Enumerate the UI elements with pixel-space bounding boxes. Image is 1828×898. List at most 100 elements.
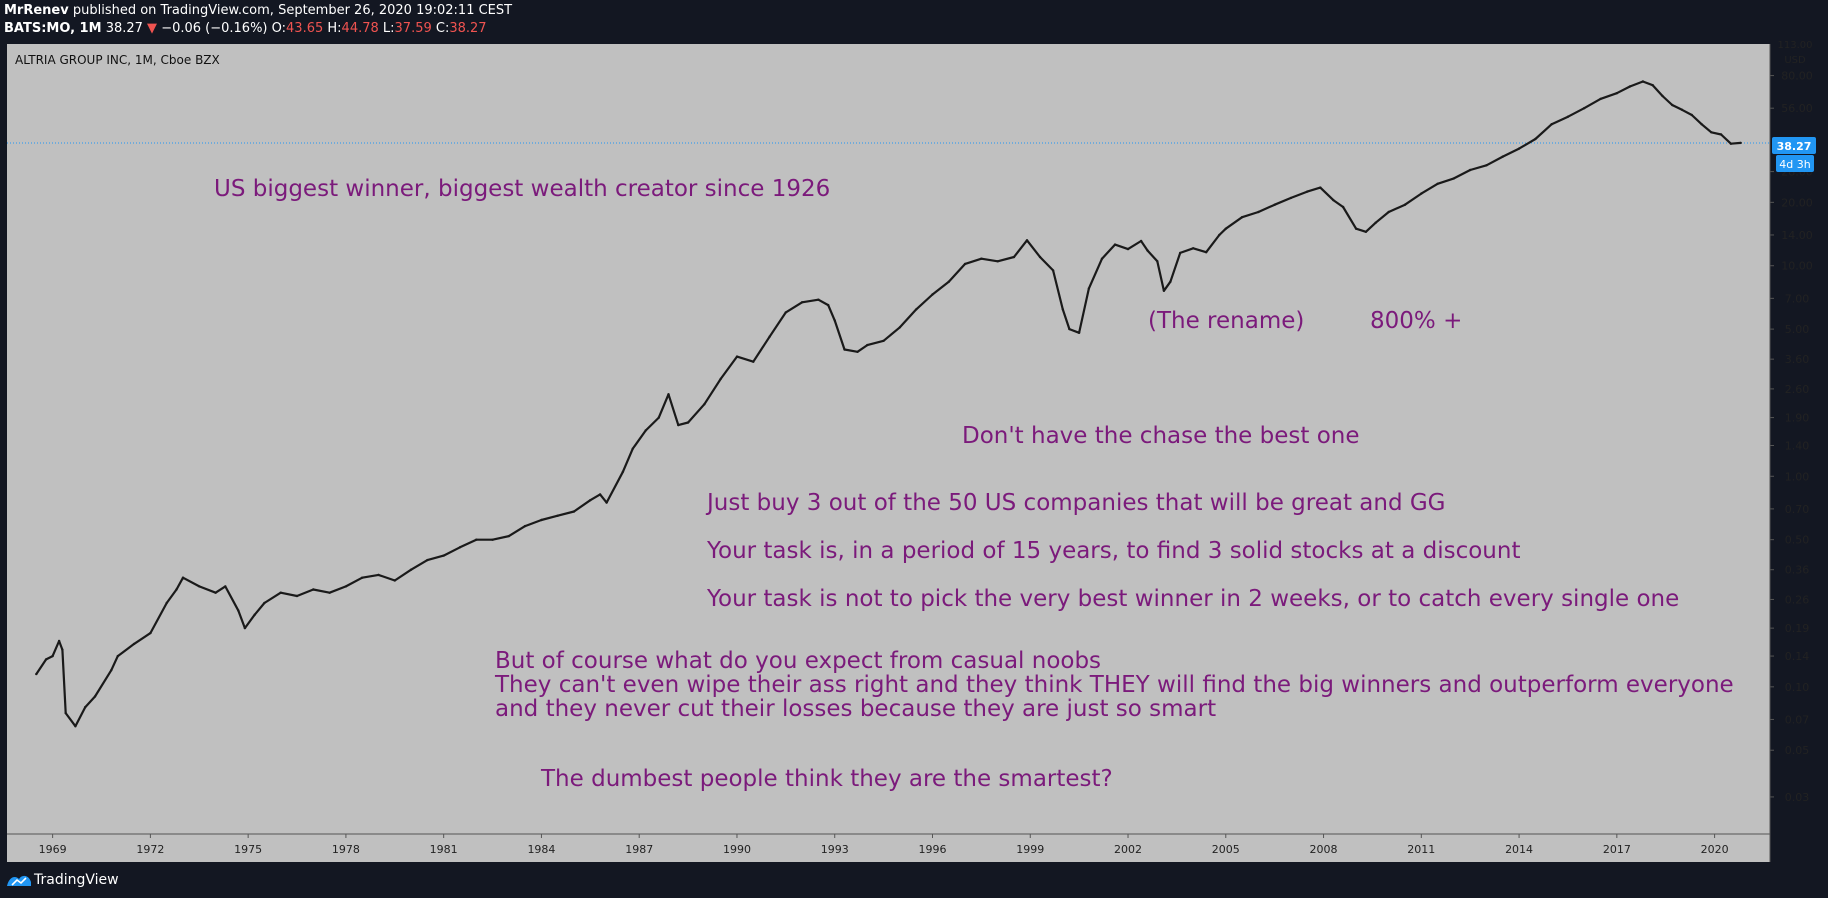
- data-point: [947, 280, 950, 283]
- data-point: [344, 585, 348, 588]
- y-tick-label: 0.07: [1785, 713, 1810, 726]
- y-tick-label: 0.14: [1785, 650, 1810, 663]
- annotation-7: Your task is not to pick the very best w…: [706, 586, 1679, 612]
- data-point: [1403, 203, 1407, 206]
- data-point: [132, 642, 136, 646]
- annotation-10: and they never cut their losses because …: [495, 696, 1216, 722]
- data-point: [1224, 227, 1228, 230]
- data-point: [1126, 247, 1130, 251]
- x-axis[interactable]: 1969 1972 1975 1978 1981 1984 1987 1990 1993 1996…: [7, 833, 1770, 856]
- data-point: [817, 298, 820, 301]
- data-point: [719, 377, 722, 381]
- y-tick-label: 56.00: [1781, 102, 1813, 115]
- data-point: [1501, 155, 1505, 158]
- published-text: published on TradingView.com, September …: [68, 3, 513, 18]
- data-point: [752, 360, 755, 363]
- data-point: [1469, 168, 1472, 172]
- x-tick-label: 2017: [1603, 843, 1631, 856]
- data-point: [116, 654, 120, 658]
- y-tick-label: 0.19: [1785, 622, 1810, 635]
- x-tick-label: 2008: [1310, 843, 1338, 856]
- low-value: 37.59: [394, 21, 432, 36]
- y-tick-label: 0.36: [1785, 564, 1810, 577]
- data-point: [224, 585, 227, 588]
- data-point: [1179, 251, 1182, 255]
- annotation-4: Don't have the chase the best one: [962, 423, 1360, 449]
- data-point: [1729, 142, 1733, 145]
- y-tick-label: 10.00: [1781, 260, 1813, 273]
- y-tick-label: 1.00: [1785, 470, 1810, 483]
- symbol-label[interactable]: BATS:MO, 1M: [4, 21, 102, 36]
- data-point: [279, 591, 282, 594]
- data-point: [1332, 198, 1335, 202]
- data-point: [243, 626, 247, 630]
- high-value: 44.78: [341, 21, 379, 36]
- data-point: [1077, 331, 1081, 334]
- data-point: [1436, 182, 1439, 185]
- data-point: [1680, 108, 1684, 112]
- data-point: [677, 423, 680, 427]
- top-info-bar: MrRenev published on TradingView.com, Se…: [0, 0, 1828, 42]
- x-tick-label: 2011: [1407, 843, 1435, 856]
- data-point: [621, 470, 625, 473]
- annotation-8: But of course what do you expect from ca…: [495, 648, 1101, 674]
- y-tick-label: 3.60: [1785, 353, 1810, 366]
- y-axis-unit: USD: [1784, 55, 1806, 66]
- annotation-6: Your task is, in a period of 15 years, t…: [706, 538, 1520, 564]
- data-point: [1156, 260, 1159, 263]
- plot-background: [7, 44, 1770, 862]
- y-axis[interactable]: 80.0056.0028.0020.0014.0010.007.005.003.…: [1769, 44, 1813, 862]
- x-tick-label: 1999: [1016, 843, 1044, 856]
- data-point: [1061, 308, 1065, 311]
- y-tick-label: 0.10: [1785, 681, 1810, 694]
- x-tick-label: 2020: [1701, 843, 1729, 856]
- y-tick-label: 1.90: [1785, 412, 1810, 425]
- data-point: [1710, 131, 1713, 134]
- data-point: [1139, 239, 1143, 243]
- data-point: [963, 262, 967, 266]
- y-tick-label: 7.00: [1785, 292, 1810, 305]
- data-point: [589, 499, 592, 502]
- chart-title: ALTRIA GROUP INC, 1M, Cboe BZX: [15, 53, 220, 67]
- data-point: [1651, 84, 1654, 87]
- price-tag: 38.27 4d 3h: [1772, 137, 1816, 172]
- data-point: [1566, 115, 1570, 118]
- data-point: [214, 591, 217, 594]
- high-label: H:: [327, 21, 342, 36]
- data-point: [93, 695, 97, 698]
- data-point: [980, 257, 983, 260]
- annotation-1: US biggest winner, biggest wealth creato…: [214, 176, 830, 202]
- data-point: [1240, 216, 1244, 219]
- y-tick-label: 2.60: [1785, 383, 1810, 396]
- data-point: [507, 534, 511, 538]
- y-tick-label: 1.40: [1785, 440, 1810, 453]
- data-point: [703, 403, 706, 406]
- data-point: [44, 658, 48, 661]
- data-point: [931, 293, 934, 296]
- tradingview-brand[interactable]: TradingView: [34, 872, 119, 888]
- data-point: [657, 416, 660, 419]
- data-point: [61, 648, 64, 651]
- data-point: [1162, 289, 1166, 292]
- data-point: [393, 579, 396, 582]
- data-point: [74, 725, 77, 728]
- data-point: [856, 350, 859, 353]
- data-point: [1364, 230, 1368, 233]
- data-point: [1550, 123, 1553, 126]
- data-point: [1087, 287, 1091, 290]
- x-tick-label: 1993: [821, 843, 849, 856]
- data-point: [1273, 203, 1276, 206]
- data-point: [491, 538, 494, 541]
- x-tick-label: 1996: [918, 843, 946, 856]
- data-point: [263, 601, 266, 605]
- x-tick-label: 1969: [39, 843, 67, 856]
- tradingview-logo-icon[interactable]: [6, 872, 32, 888]
- data-point: [1306, 190, 1309, 193]
- data-point: [605, 501, 608, 504]
- data-point: [57, 639, 61, 643]
- price-tag-label: 38.27: [1777, 140, 1812, 153]
- data-point: [1641, 80, 1645, 83]
- data-point: [523, 524, 527, 528]
- author-name[interactable]: MrRenev: [4, 3, 69, 18]
